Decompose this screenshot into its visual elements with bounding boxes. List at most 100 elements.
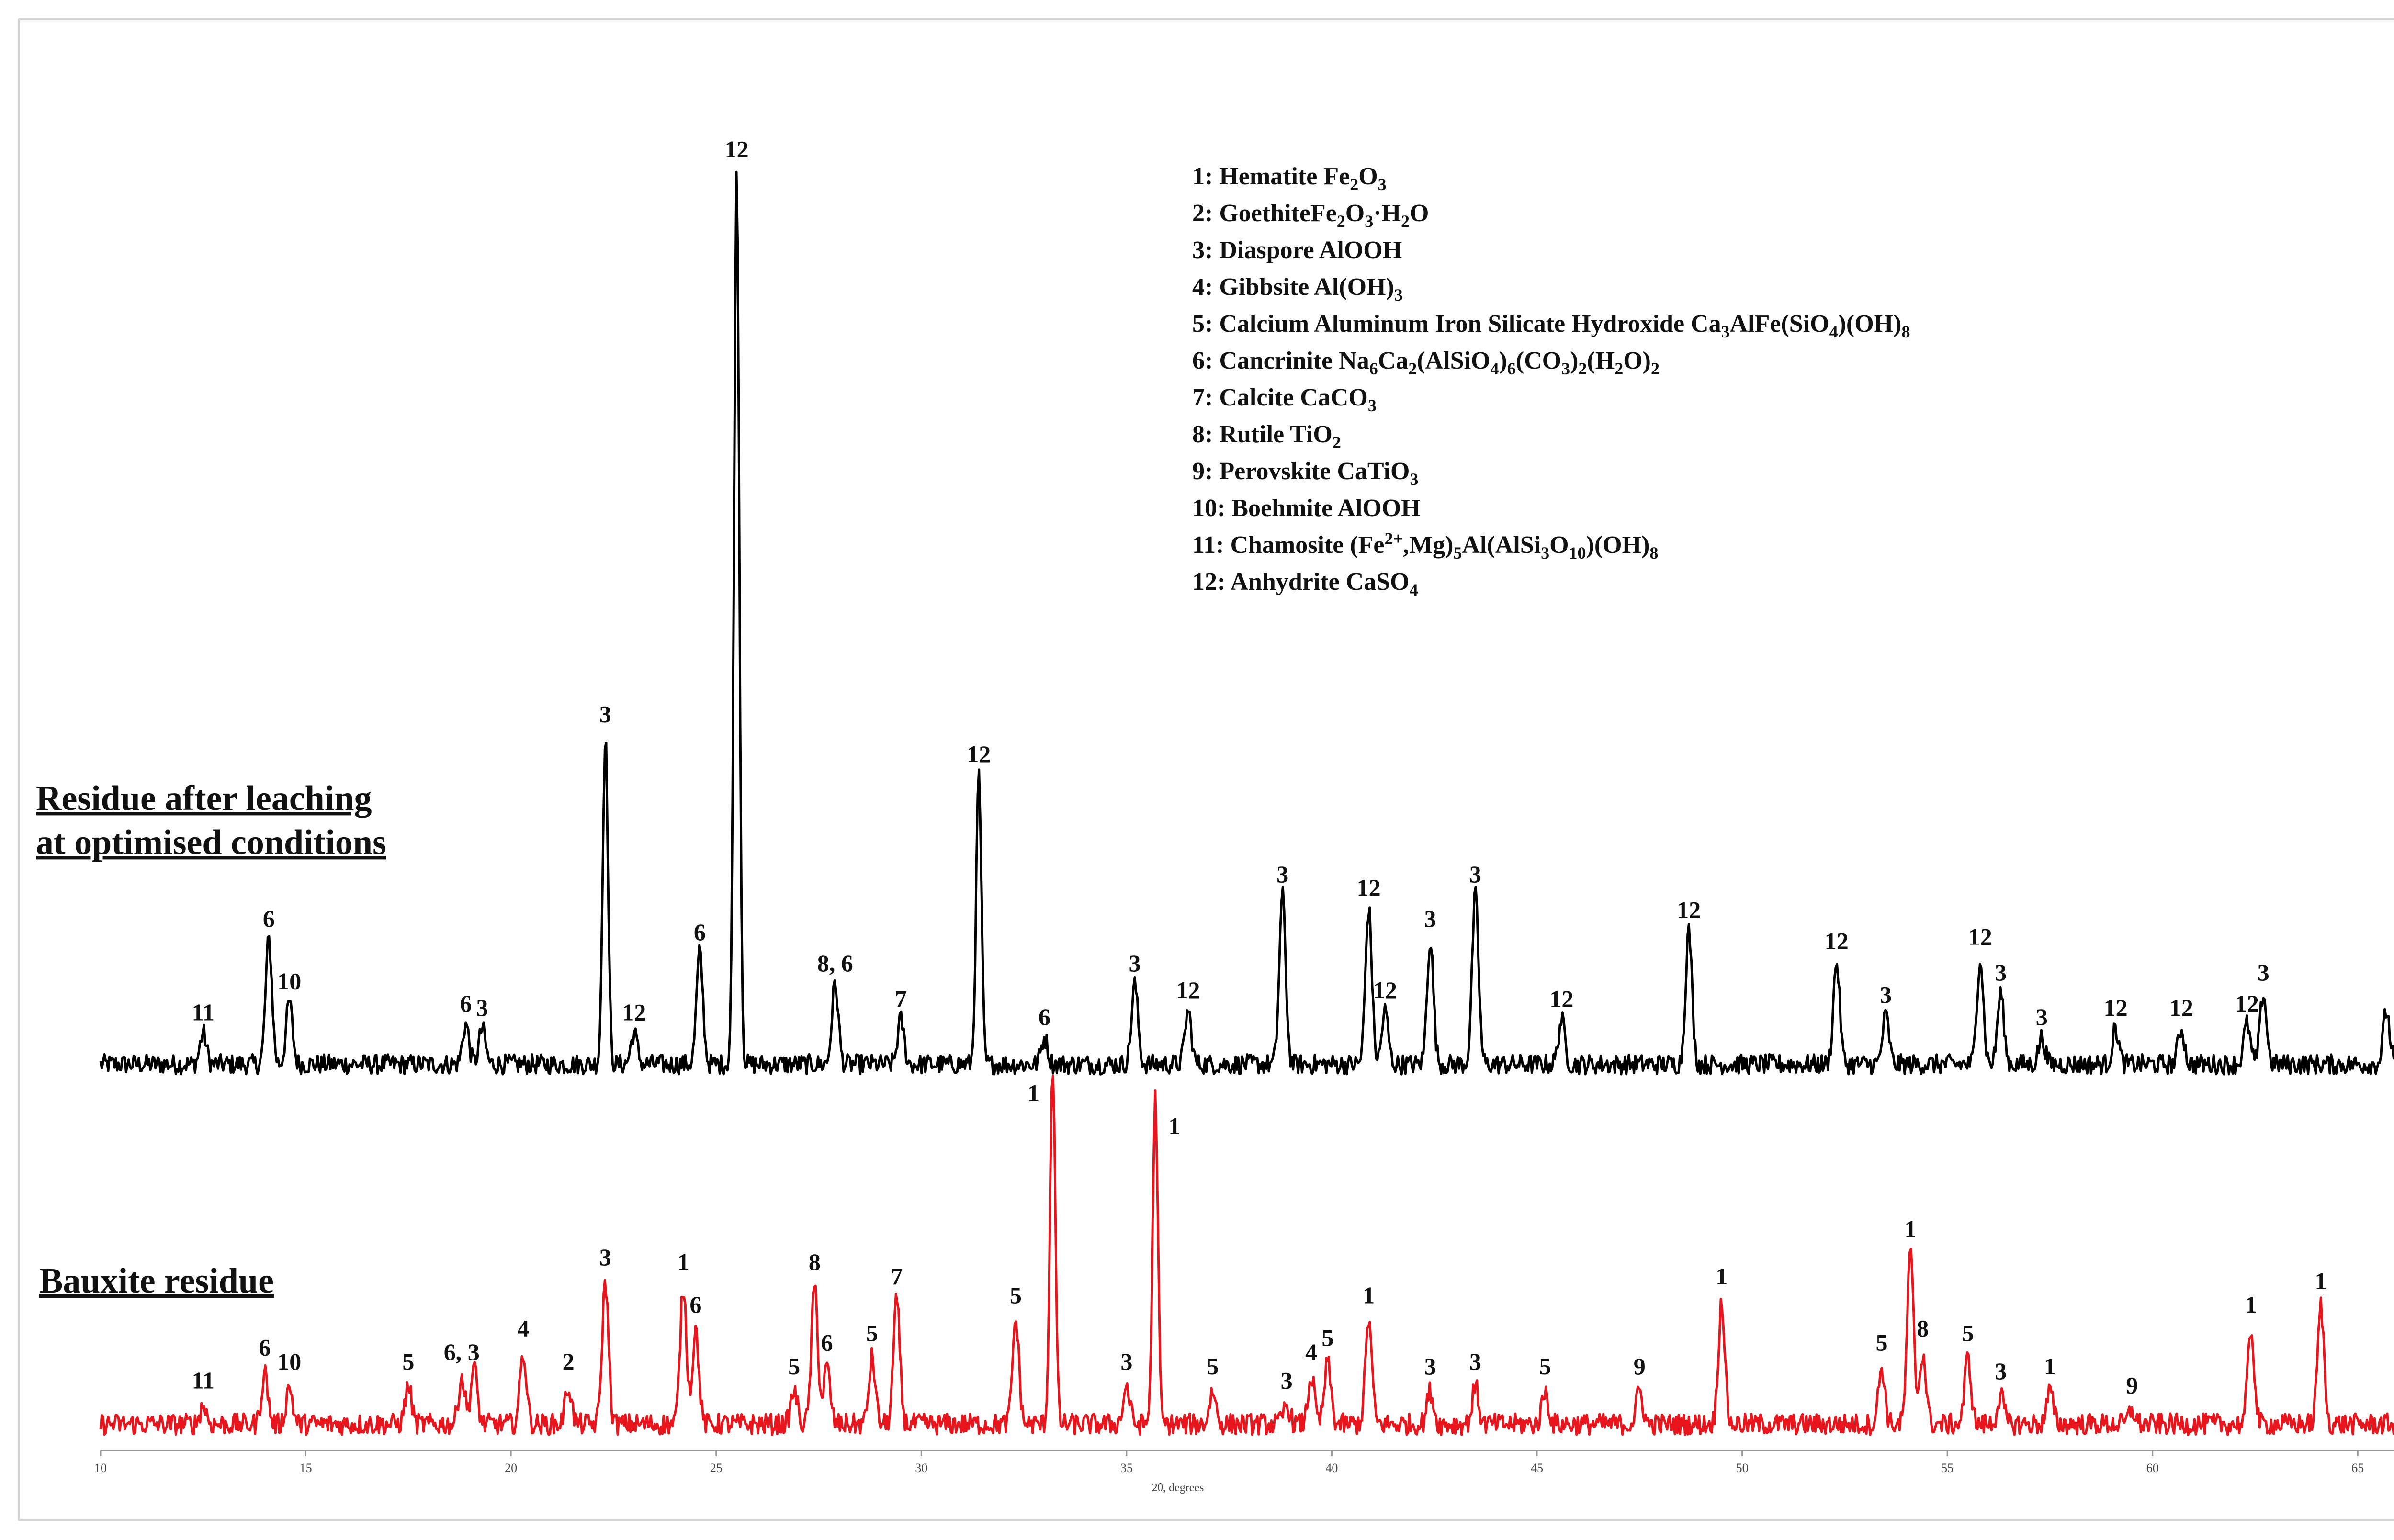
peak-label: 12: [622, 999, 646, 1026]
peak-label: 3: [1880, 981, 1892, 1008]
peak-label: 8: [809, 1248, 821, 1275]
peak-label: 4: [1305, 1338, 1317, 1365]
x-tick-label: 50: [1736, 1461, 1749, 1475]
peak-label: 6: [694, 919, 706, 945]
x-tick-label: 60: [2146, 1461, 2159, 1475]
peak-label: 7: [891, 1263, 903, 1290]
legend-item-2: 2: GoethiteFe2O3·H2O: [1192, 200, 1429, 231]
peak-label: 6: [259, 1334, 271, 1360]
legend-item-8: 8: Rutile TiO2: [1192, 421, 1341, 452]
x-tick-label: 55: [1941, 1461, 1954, 1475]
peak-label: 3: [1469, 1348, 1481, 1375]
peak-label: 2: [563, 1348, 575, 1375]
trace-bauxite-residue: [99, 1075, 2394, 1436]
legend-item-10: 10: Boehmite AlOOH: [1192, 495, 1421, 522]
peak-label: 3: [599, 1244, 611, 1270]
legend-item-1: 1: Hematite Fe2O3: [1192, 163, 1387, 194]
x-axis: 10 15 20 25 30 35 40 45 50 55 60 65: [94, 1450, 2394, 1475]
peak-label: 3: [476, 994, 488, 1021]
x-tick-label: 20: [505, 1461, 517, 1475]
peak-label: 3: [599, 700, 611, 727]
peak-label: 3: [1129, 950, 1141, 977]
legend-item-4: 4: Gibbsite Al(OH)3: [1192, 273, 1403, 304]
peak-label: 12: [725, 136, 749, 163]
peak-label: 3: [1995, 1358, 2007, 1384]
peak-label: 1: [2315, 1268, 2327, 1294]
legend-item-6: 6: Cancrinite Na6Ca2(AlSiO4)6(CO3)2(H2O)…: [1192, 347, 1660, 378]
peak-label: 5: [1876, 1329, 1888, 1356]
peak-label: 12: [967, 741, 991, 767]
legend-item-7: 7: Calcite CaCO3: [1192, 384, 1377, 415]
peak-label: 6: [263, 905, 275, 932]
peak-label: 5: [1010, 1281, 1022, 1308]
chart-frame: [18, 18, 2394, 1521]
peak-label: 11: [192, 999, 215, 1026]
peak-label: 9: [2126, 1372, 2138, 1399]
peak-label: 3: [1424, 1353, 1436, 1380]
legend: 1: Hematite Fe2O3 2: GoethiteFe2O3·H2O 3: …: [1192, 163, 1910, 599]
peak-label: 12: [1825, 928, 1849, 955]
peak-label: 1: [1028, 1079, 1039, 1106]
peak-label: 1: [1168, 1113, 1180, 1139]
peak-label: 1: [1716, 1263, 1728, 1290]
peak-label: 6: [821, 1329, 833, 1356]
peak-label: 12: [1968, 923, 1992, 950]
peak-label: 6: [689, 1291, 701, 1318]
peak-label: 8: [1917, 1315, 1929, 1342]
peak-label: 5: [1207, 1353, 1219, 1380]
x-axis-title: 2θ, degrees: [1152, 1482, 1204, 1494]
peak-label: 12: [1357, 874, 1381, 901]
peak-label: 5: [866, 1320, 878, 1347]
peak-label: 6: [460, 990, 472, 1017]
peak-label: 3: [1120, 1348, 1132, 1375]
peak-label: 5: [402, 1348, 414, 1375]
peak-label: 3: [2258, 959, 2270, 986]
peak-label: 5: [1539, 1353, 1551, 1380]
peak-label: 5: [1962, 1320, 1974, 1347]
peak-label: 3: [1276, 861, 1288, 888]
peak-label: 12: [2235, 990, 2259, 1017]
legend-item-5: 5: Calcium Aluminum Iron Silicate Hydrox…: [1192, 310, 1910, 341]
peak-label: 1: [2245, 1291, 2257, 1318]
peak-label: 12: [1176, 977, 1200, 1003]
peak-label: 9: [1634, 1353, 1646, 1380]
x-tick-label: 45: [1531, 1461, 1543, 1475]
peak-label: 5: [788, 1353, 800, 1380]
peak-label: 10: [277, 967, 301, 994]
peak-label: 10: [277, 1348, 301, 1375]
trace-leached-residue: [99, 170, 2394, 1076]
peak-label: 5: [1321, 1325, 1333, 1351]
peak-label: 12: [1677, 897, 1701, 923]
peak-label: 3: [1469, 861, 1481, 888]
series-label-bauxite: Bauxite residue: [39, 1261, 274, 1301]
peak-label: 1: [678, 1248, 689, 1275]
series-label-leached: Residue after leaching at optimised condi…: [36, 779, 386, 862]
peak-label: 12: [1373, 977, 1397, 1003]
peak-label: 3: [2036, 1003, 2048, 1030]
peak-label: 6, 3: [444, 1338, 480, 1365]
peak-label: 4: [517, 1315, 529, 1342]
x-tick-label: 25: [710, 1461, 723, 1475]
peak-label: 8, 6: [817, 950, 853, 977]
peak-label: 3: [1995, 959, 2007, 986]
legend-item-3: 3: Diaspore AlOOH: [1192, 236, 1402, 264]
legend-item-9: 9: Perovskite CaTiO3: [1192, 458, 1419, 489]
peak-label: 3: [1281, 1367, 1293, 1394]
peak-label: 12: [2104, 994, 2128, 1021]
traces: [99, 170, 2394, 1436]
peak-label: 1: [2044, 1353, 2056, 1380]
legend-item-12: 12: Anhydrite CaSO4: [1192, 568, 1418, 599]
peak-label: 12: [2169, 994, 2193, 1021]
peak-label: 6: [1039, 1003, 1050, 1030]
x-tick-label: 65: [2351, 1461, 2364, 1475]
x-tick-label: 35: [1120, 1461, 1133, 1475]
peak-label: 1: [1363, 1281, 1375, 1308]
x-tick-label: 15: [300, 1461, 312, 1475]
peak-label: 11: [192, 1367, 215, 1394]
peak-label: 7: [895, 986, 907, 1012]
x-tick-label: 30: [915, 1461, 927, 1475]
x-tick-label: 10: [94, 1461, 107, 1475]
peak-label: 3: [1424, 905, 1436, 932]
